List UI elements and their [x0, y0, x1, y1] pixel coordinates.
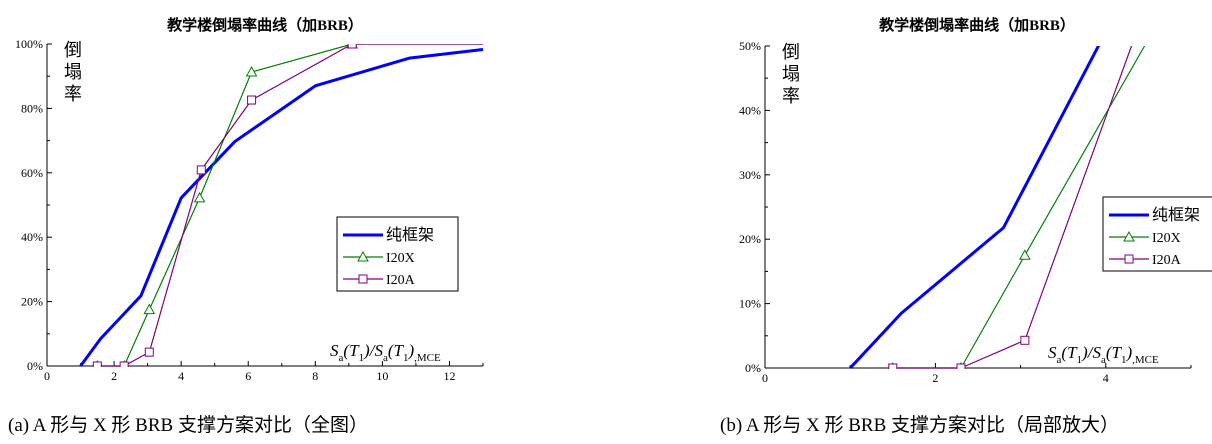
a-x-tick-label: 8 — [312, 369, 318, 383]
b-y-tick-label: 10% — [739, 297, 761, 311]
b-i20a-point — [956, 363, 966, 369]
b-series-frame-line — [849, 46, 1101, 369]
b-x-tick-label: 4 — [1103, 371, 1109, 385]
a-x-tick-label: 2 — [111, 369, 117, 383]
a-i20x-point — [193, 191, 206, 203]
a-y-tick-label: 60% — [21, 166, 43, 180]
caption-b: (b) A 形与 X 形 BRB 支撑方案对比（局部放大） — [720, 415, 1120, 436]
b-legend-label-frame: 纯框架 — [1152, 206, 1200, 224]
b-plot-area — [849, 27, 1158, 369]
a-legend-marker-i20x — [357, 250, 369, 262]
a-y-tick-label: 40% — [21, 230, 43, 244]
b-y-label-char: 塌 — [782, 64, 800, 84]
a-y-label-char: 率 — [64, 84, 82, 104]
a-series-frame-line — [79, 47, 484, 367]
a-legend-label-i20a: I20A — [386, 273, 416, 288]
a-i20a-point — [144, 347, 154, 357]
a-x-tick-label: 4 — [178, 369, 184, 383]
a-i20a-point — [196, 165, 206, 175]
b-i20a-point — [888, 363, 898, 369]
a-x-label: Sa(T1)/Sa(T1),MCE — [330, 341, 441, 364]
a-legend-box — [336, 216, 459, 292]
b-x-label: Sa(T1)/Sa(T1),MCE — [1048, 343, 1159, 366]
b-y-label-char: 倒 — [782, 42, 800, 62]
a-i20a-point — [347, 44, 357, 49]
caption-a: (a) A 形与 X 形 BRB 支撑方案对比（全图） — [8, 415, 368, 436]
a-x-tick-label: 12 — [443, 369, 455, 383]
a-y-tick-label: 20% — [21, 295, 43, 309]
a-series-i20a-line — [97, 44, 483, 367]
b-y-label-char: 率 — [782, 86, 800, 106]
b-y-tick-label: 20% — [739, 232, 761, 246]
b-y-tick-label: 50% — [739, 39, 761, 53]
a-y-tick-label: 0% — [27, 359, 43, 373]
a-y-label-char: 塌 — [64, 62, 82, 82]
a-plot-area — [79, 44, 484, 367]
b-legend-marker-i20x — [1123, 230, 1135, 242]
a-y-label-char: 倒 — [64, 40, 82, 60]
chart-a-title: 教学楼倒塌率曲线（加BRB） — [166, 16, 363, 34]
a-i20x-point — [143, 303, 156, 315]
a-series-i20x-line — [97, 44, 483, 367]
a-x-tick-label: 10 — [376, 369, 388, 383]
b-i20x-point — [1019, 249, 1031, 260]
b-x-tick-label: 0 — [762, 371, 768, 385]
b-y-tick-label: 40% — [739, 103, 761, 117]
a-x-tick-label: 6 — [245, 369, 251, 383]
a-i20a-point — [247, 95, 257, 105]
a-i20x-point — [245, 65, 258, 77]
a-legend-marker-i20a — [358, 274, 368, 284]
b-x-tick-label: 2 — [932, 371, 938, 385]
chart-a: 教学楼倒塌率曲线（加BRB） 0% 20% 40% 60% 80% 100% 0 2 4 6 8 10… — [15, 16, 484, 383]
a-i20a-point — [119, 361, 129, 367]
a-legend-label-i20x: I20X — [386, 251, 415, 266]
b-y-tick-label: 30% — [739, 168, 761, 182]
b-i20a-point — [1020, 335, 1030, 345]
b-series-i20a-line — [892, 46, 1133, 369]
a-i20a-point — [92, 361, 102, 367]
a-y-tick-label: 80% — [21, 101, 43, 115]
chart-b-title: 教学楼倒塌率曲线（加BRB） — [878, 16, 1075, 34]
b-y-tick-label: 0% — [745, 361, 761, 375]
b-legend-marker-i20a — [1124, 254, 1134, 264]
a-y-tick-label: 100% — [15, 37, 43, 51]
chart-b: 教学楼倒塌率曲线（加BRB） 0% 10% 20% 30% 40% 50% 0 2 4 倒塌率 Sa… — [739, 16, 1212, 385]
a-legend-label-frame: 纯框架 — [386, 226, 434, 244]
b-legend-label-i20x: I20X — [1152, 231, 1181, 246]
b-legend-label-i20a: I20A — [1152, 253, 1182, 268]
a-x-tick-label: 0 — [44, 369, 50, 383]
b-i20x-point — [1148, 27, 1158, 36]
